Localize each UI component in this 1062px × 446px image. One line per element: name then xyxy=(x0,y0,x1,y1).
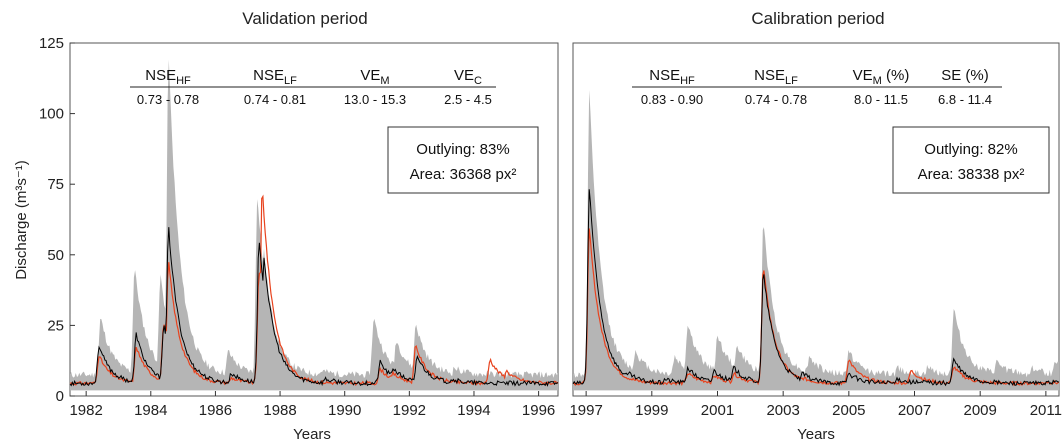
x-tick-label: 1996 xyxy=(522,402,555,419)
x-ticks: 1997 1999 2001 2003 2005 2007 2009 2011 xyxy=(569,391,1062,419)
metric-header: NSELF xyxy=(253,67,297,87)
panel-title: Validation period xyxy=(242,9,367,28)
x-tick-label: 2011 xyxy=(1030,402,1062,419)
x-tick-label: 1994 xyxy=(457,402,490,419)
y-tick-label: 25 xyxy=(47,317,64,334)
x-tick-label: 1992 xyxy=(393,402,426,419)
x-tick-label: 1986 xyxy=(199,402,232,419)
metric-header: VEM xyxy=(360,67,389,87)
x-tick-label: 1984 xyxy=(134,402,167,419)
chart-marks xyxy=(572,90,1060,391)
box-line-1: Outlying: 82% xyxy=(924,141,1017,158)
metric-header: NSEHF xyxy=(649,67,695,87)
simulated-series-line xyxy=(69,227,559,387)
y-tick-label: 0 xyxy=(56,388,64,405)
metric-value: 8.0 - 11.5 xyxy=(854,92,908,107)
y-tick-label: 75 xyxy=(47,176,64,193)
y-tick-label: 100 xyxy=(39,106,64,123)
panel-title: Calibration period xyxy=(751,9,884,28)
y-tick-label: 50 xyxy=(47,247,64,264)
plot-frame xyxy=(572,42,1060,397)
plot-frame xyxy=(69,42,559,397)
x-axis-label: Years xyxy=(797,426,835,443)
metric-header: SE (%) xyxy=(941,67,989,84)
x-axis-label: Years xyxy=(293,426,331,443)
metric-header: NSELF xyxy=(754,67,798,87)
validation-panel: Validation period 1982 1984 1986 1988 1990 19… xyxy=(39,9,559,443)
box-line-2: Area: 38338 px² xyxy=(918,166,1025,183)
calibration-panel: Calibration period 1997 1999 2001 2003 2005 2… xyxy=(569,9,1062,443)
metrics-table: NSEHF 0.73 - 0.78 NSELF 0.74 - 0.81 VEM 13.0 … xyxy=(137,67,492,107)
box-line-1: Outlying: 83% xyxy=(416,141,509,158)
x-tick-label: 2005 xyxy=(832,402,865,419)
x-tick-label: 2009 xyxy=(964,402,997,419)
x-tick-label: 1982 xyxy=(69,402,102,419)
metric-header: NSEHF xyxy=(145,67,191,87)
y-axis-label: Discharge (m³s⁻¹) xyxy=(13,160,30,280)
x-tick-label: 2001 xyxy=(701,402,734,419)
x-tick-label: 2003 xyxy=(766,402,799,419)
metric-value: 2.5 - 4.5 xyxy=(444,92,492,107)
y-ticks: 0 25 50 75 100 125 xyxy=(39,35,75,405)
metric-value: 0.83 - 0.90 xyxy=(641,92,703,107)
metrics-table: NSEHF 0.83 - 0.90 NSELF 0.74 - 0.78 VEM (%) 8… xyxy=(641,67,992,107)
uncertainty-band xyxy=(573,90,1059,391)
metric-value: 0.74 - 0.78 xyxy=(745,92,807,107)
metric-value: 13.0 - 15.3 xyxy=(344,92,406,107)
x-ticks: 1982 1984 1986 1988 1990 1992 1994 1996 xyxy=(69,391,555,419)
summary-box xyxy=(387,126,539,194)
chart-marks xyxy=(69,59,559,391)
metric-value: 0.73 - 0.78 xyxy=(137,92,199,107)
y-tick-label: 125 xyxy=(39,35,64,52)
simulated-series-line xyxy=(572,189,1060,387)
summary-box xyxy=(892,126,1050,194)
observed-series-line xyxy=(572,228,1060,387)
metric-value: 0.74 - 0.81 xyxy=(244,92,306,107)
x-tick-label: 1997 xyxy=(569,402,602,419)
metric-value: 6.8 - 11.4 xyxy=(938,92,992,107)
observed-series-line xyxy=(69,194,559,387)
metric-header: VEC xyxy=(454,67,482,87)
x-tick-label: 1988 xyxy=(263,402,296,419)
uncertainty-band xyxy=(70,59,558,391)
x-tick-label: 1990 xyxy=(328,402,361,419)
box-line-2: Area: 36368 px² xyxy=(410,166,517,183)
x-tick-label: 2007 xyxy=(898,402,931,419)
metric-header: VEM (%) xyxy=(853,67,910,87)
x-tick-label: 1999 xyxy=(635,402,668,419)
